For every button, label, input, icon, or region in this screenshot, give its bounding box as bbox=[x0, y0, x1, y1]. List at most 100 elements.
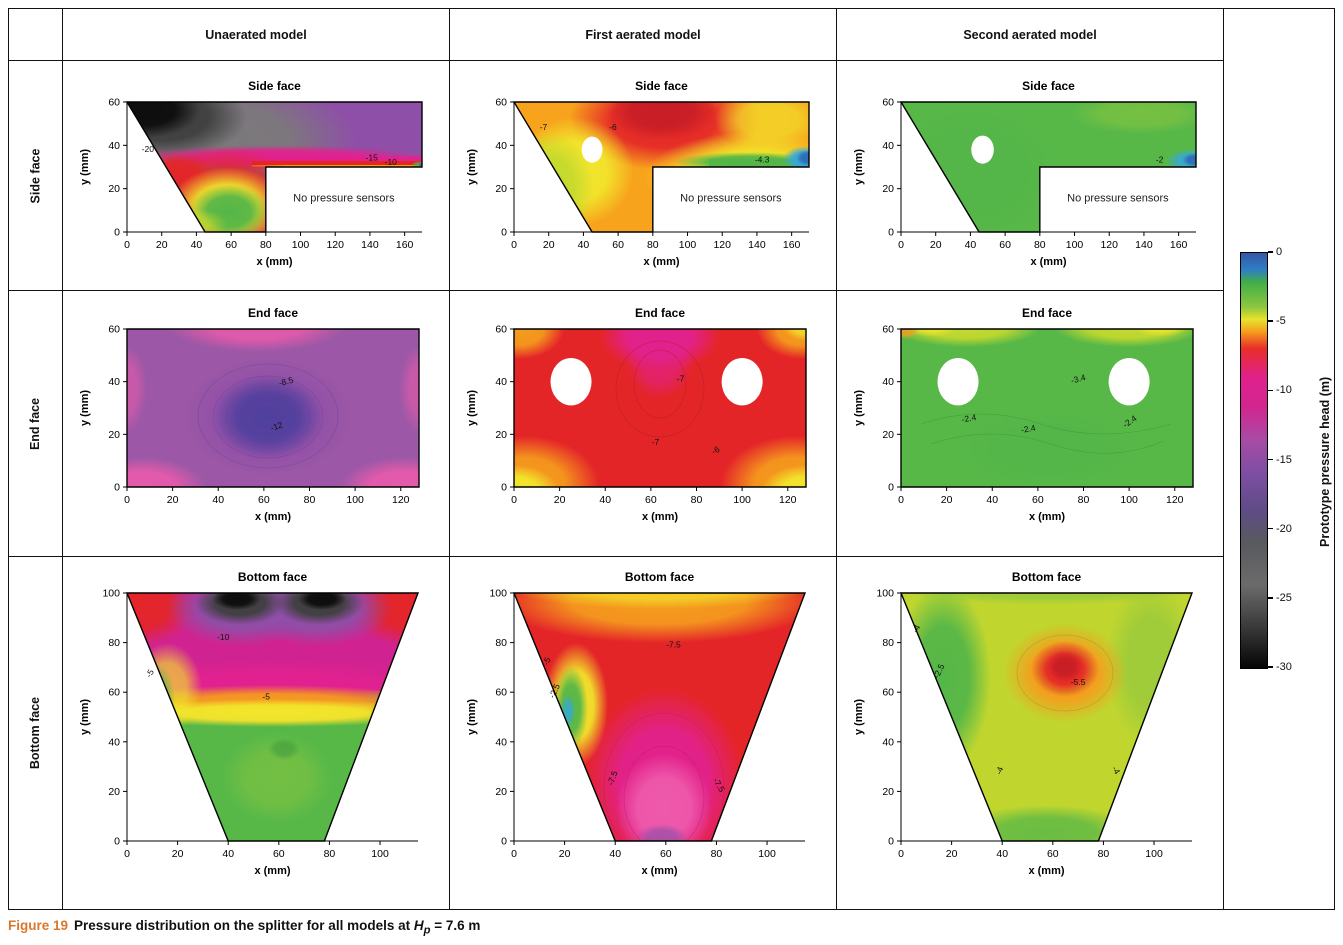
x-tick-label: 100 bbox=[758, 848, 776, 860]
y-tick-label: 40 bbox=[108, 139, 120, 151]
y-tick-label: 60 bbox=[108, 687, 120, 699]
x-axis-label: x (mm) bbox=[254, 865, 290, 877]
y-axis-label: y (mm) bbox=[79, 699, 91, 735]
y-tick-label: 100 bbox=[489, 588, 507, 600]
x-tick-label: 100 bbox=[679, 239, 697, 251]
x-tick-label: 20 bbox=[946, 848, 958, 860]
x-tick-label: 60 bbox=[258, 494, 270, 506]
x-tick-label: 100 bbox=[346, 494, 364, 506]
contour-label: -4 bbox=[1110, 764, 1123, 776]
panel-end-first-aerated: 0 20 40 60 80 100 120 0 20 40 60 End face x (mm) y (m… bbox=[450, 291, 837, 557]
x-tick-label: 60 bbox=[612, 239, 624, 251]
x-tick-label: 0 bbox=[511, 494, 517, 506]
x-tick-label: 0 bbox=[511, 239, 517, 251]
contour-label: -2 bbox=[1156, 154, 1164, 164]
y-tick-label: 0 bbox=[888, 836, 894, 848]
y-tick-label: 60 bbox=[495, 687, 507, 699]
panel-title: Side face bbox=[248, 79, 301, 93]
x-tick-label: 60 bbox=[999, 239, 1011, 251]
figure-caption-label: Figure 19 bbox=[8, 918, 69, 933]
contour-label: -2.4 bbox=[1020, 422, 1036, 434]
x-tick-label: 20 bbox=[559, 848, 571, 860]
row-header-bottom-face: Bottom face bbox=[9, 557, 63, 909]
panel-title: End face bbox=[248, 306, 298, 320]
y-tick-label: 0 bbox=[888, 481, 894, 493]
contour-label: -5.5 bbox=[1071, 677, 1086, 687]
figure-caption-var: H bbox=[413, 918, 424, 933]
y-tick-label: 20 bbox=[108, 183, 120, 195]
figure-caption-var-sub: p bbox=[423, 924, 431, 937]
y-axis-label: y (mm) bbox=[853, 699, 865, 735]
x-tick-label: 120 bbox=[1100, 239, 1118, 251]
x-tick-label: 100 bbox=[733, 494, 751, 506]
x-tick-label: 80 bbox=[691, 494, 703, 506]
y-axis-label: y (mm) bbox=[466, 389, 478, 425]
panel-title: End face bbox=[1022, 306, 1072, 320]
y-axis-label: y (mm) bbox=[853, 148, 865, 184]
column-header-unaerated: Unaerated model bbox=[63, 9, 450, 61]
y-tick-label: 80 bbox=[108, 637, 120, 649]
colorbar-gradient bbox=[1240, 252, 1268, 669]
x-tick-label: 20 bbox=[941, 494, 953, 506]
figure-caption: Figure 19 Pressure distribution on the sp… bbox=[8, 918, 1335, 937]
x-axis-label: x (mm) bbox=[642, 511, 678, 523]
x-tick-label: 0 bbox=[898, 848, 904, 860]
y-tick-label: 0 bbox=[888, 226, 894, 238]
row-header-label: End face bbox=[28, 397, 43, 450]
contour-label: -5 bbox=[262, 692, 270, 702]
x-tick-label: 60 bbox=[1047, 848, 1059, 860]
contour-plot-end-unaerated: 0 20 40 60 80 100 120 0 20 40 60 End face x (mm) y (m… bbox=[79, 306, 420, 523]
y-tick-label: 40 bbox=[882, 139, 894, 151]
aeration-hole bbox=[721, 357, 763, 405]
y-tick-label: 100 bbox=[102, 588, 120, 600]
x-tick-label: 80 bbox=[304, 494, 316, 506]
x-axis-label: x (mm) bbox=[255, 511, 291, 523]
x-tick-label: 60 bbox=[1032, 494, 1044, 506]
row-header-end-face: End face bbox=[9, 291, 63, 557]
contour-plot-bottom-first-aerated: 0 20 40 60 80 100 0 20 40 60 80 100 Bottom face x (mm… bbox=[466, 570, 807, 877]
panel-side-unaerated: 0 20 40 60 80 100 120 140 160 0 20 40 60 Side face x (… bbox=[63, 61, 450, 291]
x-tick-label: 100 bbox=[1145, 848, 1163, 860]
y-tick-label: 0 bbox=[501, 481, 507, 493]
column-header-label: First aerated model bbox=[585, 27, 701, 42]
contour-label: -10 bbox=[385, 156, 398, 166]
x-tick-label: 40 bbox=[599, 494, 611, 506]
contour-label: -6 bbox=[710, 443, 722, 456]
aeration-hole bbox=[581, 136, 603, 163]
x-axis-label: x (mm) bbox=[641, 865, 677, 877]
y-tick-label: 20 bbox=[108, 428, 120, 440]
y-tick-label: 40 bbox=[108, 376, 120, 388]
panel-bottom-first-aerated: 0 20 40 60 80 100 0 20 40 60 80 100 Bottom face x (mm… bbox=[450, 557, 837, 909]
aeration-hole bbox=[1108, 357, 1150, 405]
contour-label: -4 bbox=[993, 765, 1005, 776]
x-tick-label: 0 bbox=[124, 494, 130, 506]
x-tick-label: 160 bbox=[783, 239, 801, 251]
x-tick-label: 20 bbox=[543, 239, 555, 251]
y-axis-label: y (mm) bbox=[466, 699, 478, 735]
contour-label: -2.4 bbox=[961, 411, 977, 423]
x-tick-label: 20 bbox=[172, 848, 184, 860]
row-header-label: Side face bbox=[28, 148, 43, 203]
y-tick-label: 0 bbox=[114, 836, 120, 848]
colorbar-tick: -15 bbox=[1268, 454, 1292, 466]
colorbar-tick: -30 bbox=[1268, 661, 1292, 673]
aeration-hole bbox=[550, 357, 592, 405]
colorbar-tick: 0 bbox=[1268, 246, 1282, 258]
x-tick-label: 100 bbox=[371, 848, 389, 860]
contour-plot-bottom-unaerated: 0 20 40 60 80 100 0 20 40 60 80 100 Bottom face x (mm… bbox=[79, 570, 420, 877]
y-tick-label: 60 bbox=[495, 96, 507, 108]
contour-plot-end-second-aerated: 0 20 40 60 80 100 120 0 20 40 60 End face x (mm) y (m… bbox=[853, 306, 1194, 523]
x-axis-label: x (mm) bbox=[1028, 865, 1064, 877]
y-tick-label: 60 bbox=[882, 323, 894, 335]
aeration-hole bbox=[971, 135, 994, 164]
x-tick-label: 140 bbox=[361, 239, 379, 251]
contour-label: -4 bbox=[910, 623, 923, 635]
column-header-label: Unaerated model bbox=[205, 27, 307, 42]
y-tick-label: 60 bbox=[882, 687, 894, 699]
x-tick-label: 100 bbox=[1066, 239, 1084, 251]
x-tick-label: 80 bbox=[260, 239, 272, 251]
contour-label: -4.3 bbox=[755, 154, 770, 164]
panel-side-first-aerated: 0 20 40 60 80 100 120 140 160 0 20 40 60 Side face x (… bbox=[450, 61, 837, 291]
column-header-label: Second aerated model bbox=[963, 27, 1097, 42]
x-tick-label: 120 bbox=[1166, 494, 1184, 506]
